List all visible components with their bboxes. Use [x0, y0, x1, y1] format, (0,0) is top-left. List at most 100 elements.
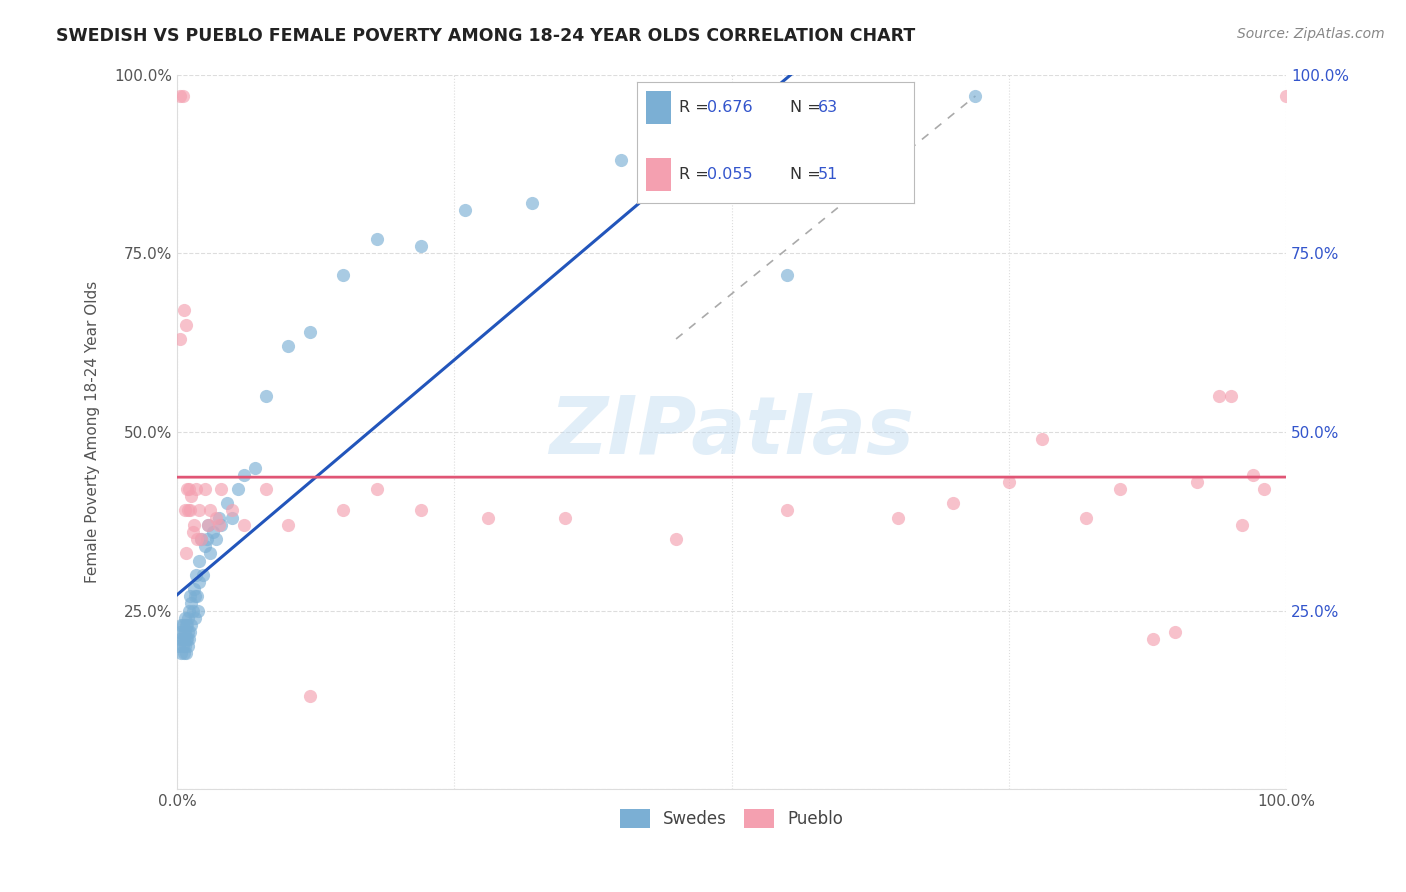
Point [1219, 389, 1241, 403]
Point [188, 553, 211, 567]
Point [179, 603, 201, 617]
Point [221, 510, 243, 524]
Point [208, 510, 231, 524]
Point [184, 567, 207, 582]
Point [187, 603, 209, 617]
Point [277, 517, 299, 532]
Point [208, 517, 231, 532]
Point [1142, 632, 1164, 647]
Point [1275, 89, 1298, 103]
Point [277, 339, 299, 353]
Point [174, 546, 197, 560]
Point [174, 632, 197, 647]
Point [1164, 625, 1187, 640]
Point [169, 625, 191, 640]
Point [180, 596, 202, 610]
Point [177, 625, 200, 640]
Point [197, 517, 219, 532]
Point [172, 89, 194, 103]
Point [1208, 389, 1230, 403]
Legend: Swedes, Pueblo: Swedes, Pueblo [613, 802, 849, 835]
Point [221, 503, 243, 517]
Point [173, 303, 195, 318]
Point [366, 482, 388, 496]
Point [1031, 432, 1053, 446]
Point [209, 517, 232, 532]
Point [997, 475, 1019, 489]
Point [176, 632, 198, 647]
Point [477, 510, 499, 524]
Point [299, 325, 322, 339]
Text: SWEDISH VS PUEBLO FEMALE POVERTY AMONG 18-24 YEAR OLDS CORRELATION CHART: SWEDISH VS PUEBLO FEMALE POVERTY AMONG 1… [56, 27, 915, 45]
Point [186, 532, 208, 546]
Point [172, 640, 194, 654]
Point [179, 589, 201, 603]
Point [887, 510, 910, 524]
Point [176, 482, 198, 496]
Point [179, 482, 201, 496]
Point [366, 232, 388, 246]
Point [173, 647, 195, 661]
Point [188, 503, 211, 517]
Point [1241, 467, 1264, 482]
Point [172, 617, 194, 632]
Point [665, 532, 688, 546]
Point [169, 632, 191, 647]
Point [180, 617, 202, 632]
Point [332, 268, 354, 282]
Point [205, 510, 228, 524]
Point [183, 582, 205, 596]
Point [254, 389, 277, 403]
Point [520, 196, 543, 211]
Point [177, 503, 200, 517]
Point [1230, 517, 1253, 532]
Point [190, 532, 212, 546]
Text: Source: ZipAtlas.com: Source: ZipAtlas.com [1237, 27, 1385, 41]
Point [181, 524, 204, 539]
Point [188, 574, 211, 589]
Point [173, 625, 195, 640]
Point [174, 617, 197, 632]
Point [174, 318, 197, 332]
Point [170, 617, 193, 632]
Point [409, 239, 432, 253]
Point [173, 640, 195, 654]
Point [169, 640, 191, 654]
Point [184, 482, 207, 496]
Point [180, 489, 202, 503]
Point [299, 690, 322, 704]
Point [1076, 510, 1098, 524]
Point [173, 632, 195, 647]
Point [173, 625, 195, 640]
Point [201, 524, 224, 539]
Point [609, 153, 631, 168]
Point [209, 482, 232, 496]
Point [184, 610, 207, 624]
Point [173, 610, 195, 624]
Point [179, 632, 201, 647]
Point [184, 589, 207, 603]
Point [554, 510, 576, 524]
Point [409, 503, 432, 517]
Point [194, 539, 217, 553]
Point [226, 482, 249, 496]
Point [200, 546, 222, 560]
Point [776, 268, 799, 282]
Point [1108, 482, 1130, 496]
Text: ZIPatlas: ZIPatlas [548, 392, 914, 471]
Point [194, 482, 217, 496]
Point [179, 625, 201, 640]
Point [186, 589, 208, 603]
Point [232, 517, 254, 532]
Point [169, 89, 191, 103]
Point [181, 603, 204, 617]
Point [172, 632, 194, 647]
Point [183, 517, 205, 532]
Point [942, 496, 965, 510]
Point [170, 647, 193, 661]
Point [332, 503, 354, 517]
Point [169, 332, 191, 346]
Point [205, 532, 228, 546]
Point [243, 460, 266, 475]
Point [232, 467, 254, 482]
